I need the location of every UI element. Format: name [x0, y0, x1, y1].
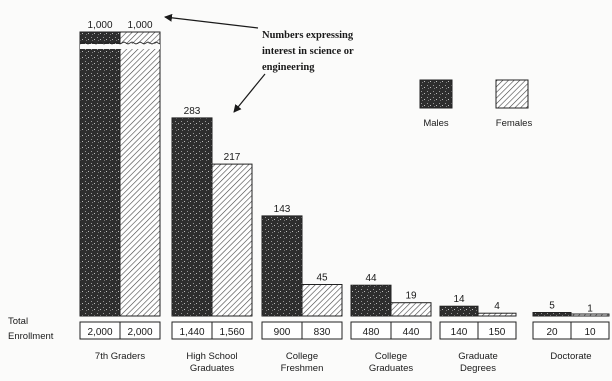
bar-females-0 — [119, 31, 161, 317]
category-label-2-0: College — [286, 351, 318, 362]
bar-males-5 — [532, 312, 572, 317]
axis-break-gap-0-0 — [80, 44, 120, 49]
category-label-3-0: College — [375, 351, 407, 362]
total-enrollment-row: 2,000 2,000 1,440 1,560 900 830 480 440 140 150 20… — [79, 321, 610, 340]
bars-group — [79, 31, 610, 317]
category-label-0-0: 7th Graders — [95, 351, 145, 362]
category-labels-group: 7th Graders High SchoolGraduatesCollegeFr… — [95, 351, 592, 374]
bar-females-2 — [301, 284, 343, 317]
total-value-males-5: 20 — [546, 327, 558, 338]
bar-females-4 — [477, 312, 517, 317]
total-value-males-1: 1,440 — [179, 327, 204, 338]
total-value-females-4: 150 — [489, 327, 506, 338]
annotation-arrow-bottom — [233, 73, 266, 113]
category-label-4-1: Degrees — [460, 363, 496, 374]
value-label-females-4: 4 — [494, 301, 500, 312]
bar-males-0 — [79, 31, 121, 317]
bar-males-1 — [171, 117, 213, 317]
total-value-males-3: 480 — [363, 327, 380, 338]
bar-males-4 — [439, 305, 479, 317]
axis-break-gap-0-1 — [120, 44, 160, 49]
value-label-males-5: 5 — [549, 301, 555, 312]
category-label-5-0: Doctorate — [550, 351, 591, 362]
category-label-4-0: Graduate — [458, 351, 498, 362]
total-value-females-0: 2,000 — [127, 327, 152, 338]
total-box-2-1 — [301, 321, 343, 340]
value-label-males-2: 143 — [274, 204, 291, 215]
category-label-1-1: Graduates — [190, 363, 235, 374]
total-box-1-1 — [211, 321, 253, 340]
bar-males-3 — [350, 284, 392, 317]
bar-females-3 — [390, 302, 432, 317]
total-box-5-1 — [570, 321, 610, 340]
total-enrollment-label-line2: Enrollment — [8, 331, 54, 342]
value-label-males-0: 1,000 — [87, 20, 112, 31]
total-box-4-1 — [477, 321, 517, 340]
value-label-females-2: 45 — [316, 273, 328, 284]
legend: Males Females — [419, 79, 533, 129]
value-label-females-3: 19 — [405, 291, 417, 302]
category-label-2-1: Freshmen — [281, 363, 324, 374]
annotation-line3: engineering — [262, 62, 315, 73]
axis-break-mark-0-0 — [79, 41, 121, 45]
category-label-3-1: Graduates — [369, 363, 414, 374]
total-value-males-4: 140 — [451, 327, 468, 338]
value-label-females-1: 217 — [224, 152, 241, 163]
total-value-females-1: 1,560 — [219, 327, 244, 338]
value-label-males-1: 283 — [184, 106, 201, 117]
total-value-females-2: 830 — [314, 327, 331, 338]
legend-label-males: Males — [423, 118, 449, 129]
value-label-males-3: 44 — [365, 273, 377, 284]
value-label-females-5: 1 — [587, 303, 593, 314]
value-label-females-0: 1,000 — [127, 20, 152, 31]
axis-break-group — [79, 41, 161, 49]
total-value-females-3: 440 — [403, 327, 420, 338]
annotation-line2: interest in science or — [262, 46, 354, 57]
legend-swatch-females — [495, 79, 529, 109]
category-label-1-0: High School — [186, 351, 237, 362]
annotation-line1: Numbers expressing — [262, 30, 354, 41]
legend-swatch-males — [419, 79, 453, 109]
annotation-arrow-top — [164, 13, 259, 29]
annotation: Numbers expressing interest in science o… — [164, 13, 354, 113]
total-box-0-1 — [119, 321, 161, 340]
axis-break-mark-0-1 — [119, 41, 161, 45]
total-box-3-1 — [390, 321, 432, 340]
total-value-males-2: 900 — [274, 327, 291, 338]
value-label-males-4: 14 — [453, 294, 465, 305]
total-value-females-5: 10 — [584, 327, 596, 338]
bar-males-2 — [261, 215, 303, 317]
bar-females-5 — [570, 313, 610, 317]
total-enrollment-label-line1: Total — [8, 316, 28, 327]
legend-label-females: Females — [496, 118, 533, 129]
bar-females-1 — [211, 163, 253, 317]
total-value-males-0: 2,000 — [87, 327, 112, 338]
